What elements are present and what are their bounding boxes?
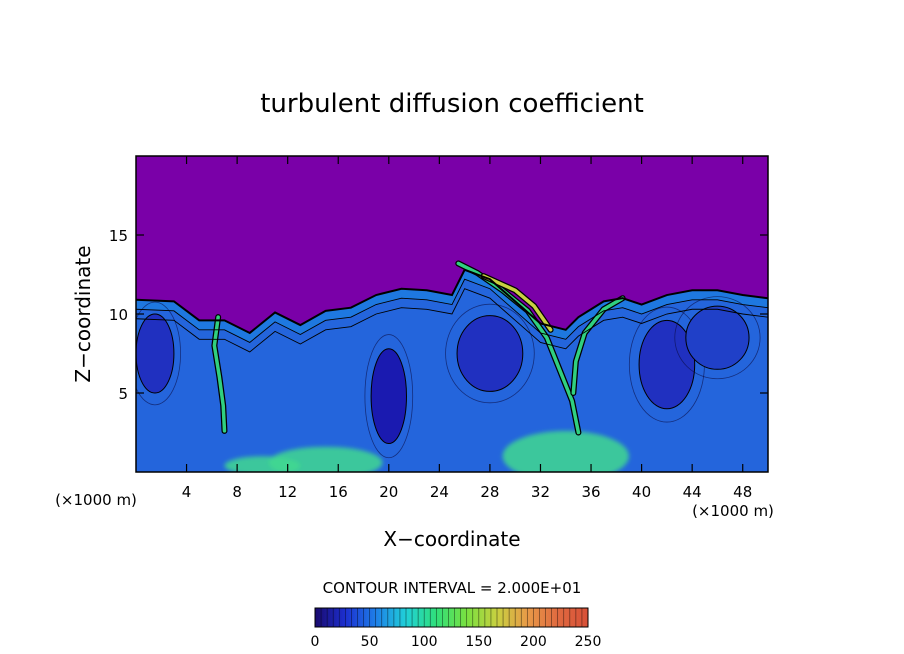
- low-value-core-1: [456, 315, 524, 392]
- x-axis-label: X−coordinate: [383, 527, 520, 551]
- colorbar-ticks: 0 50 100 150 200 250: [311, 634, 602, 650]
- colorbar: 0 50 100 150 200 250: [311, 607, 602, 650]
- low-value-core-2: [638, 319, 696, 410]
- x-tick-label: 36: [581, 483, 600, 501]
- x-tick-label: 48: [733, 483, 752, 501]
- colorbar-tick-label: 50: [361, 634, 379, 650]
- x-tick-label: 16: [329, 483, 348, 501]
- green-zone-2: [224, 456, 301, 472]
- x-tick-label: 4: [182, 483, 192, 501]
- y-axis-label: Z−coordinate: [71, 245, 95, 382]
- colorbar-tick-label: 100: [411, 634, 438, 650]
- x-tick-label: 12: [278, 483, 297, 501]
- core-contour-3: [674, 296, 761, 380]
- y-tick-label: 15: [109, 227, 128, 245]
- green-zone-1: [502, 430, 629, 472]
- x-tick-label: 32: [531, 483, 550, 501]
- field-layer: [136, 260, 768, 472]
- chart-title: turbulent diffusion coefficient: [260, 89, 644, 119]
- low-value-core-0: [370, 348, 407, 445]
- y-tick-label: 5: [118, 385, 128, 403]
- filament-2: [571, 296, 625, 395]
- colorbar-tick-label: 150: [465, 634, 492, 650]
- contour-interval-label: CONTOUR INTERVAL = 2.000E+01: [323, 579, 582, 597]
- colorbar-tick-label: 200: [520, 634, 547, 650]
- filament-1: [481, 274, 553, 332]
- low-value-core-3: [685, 305, 750, 370]
- turbulent-inner-layer: [136, 279, 768, 472]
- boundary-contour: [136, 278, 768, 343]
- x-tick-label: 24: [430, 483, 449, 501]
- core-contour-1: [445, 303, 535, 404]
- colorbar-frame: [314, 607, 589, 628]
- colorbar-tick-label: 250: [575, 634, 602, 650]
- x-unit-right: (×1000 m): [692, 502, 774, 520]
- colorbar-tick-label: 0: [311, 634, 320, 650]
- y-axis-ticks: 5 10 15: [109, 227, 768, 403]
- x-tick-label: 44: [683, 483, 702, 501]
- colorbar-stripes: [320, 608, 583, 627]
- x-unit-left: (×1000 m): [55, 491, 137, 509]
- boundary-contour: [136, 268, 768, 335]
- low-level-green-zones: [224, 430, 629, 472]
- boundary-contour: [136, 288, 768, 353]
- plot-area: [135, 155, 769, 473]
- x-tick-label: 40: [632, 483, 651, 501]
- x-tick-label: 28: [480, 483, 499, 501]
- core-contour-4: [136, 301, 181, 406]
- x-tick-label: 20: [379, 483, 398, 501]
- y-tick-label: 10: [109, 306, 128, 324]
- core-contour-0: [364, 334, 414, 459]
- x-axis-ticks: 4 8 12 16 20 24 28 32 36 40 44 48: [182, 156, 752, 501]
- filament-3: [212, 315, 227, 433]
- colorbar-fill: [315, 608, 588, 627]
- low-value-core-4: [136, 313, 175, 394]
- x-tick-label: 8: [232, 483, 242, 501]
